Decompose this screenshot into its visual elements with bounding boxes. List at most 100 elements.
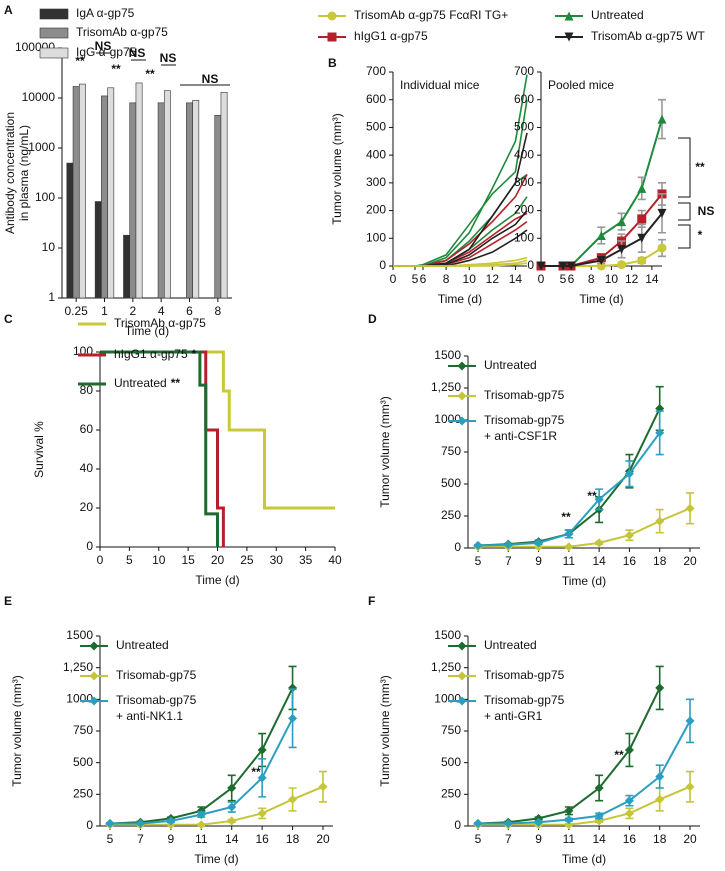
annotation: NS [202, 72, 219, 86]
y-tick-label: 500 [441, 755, 461, 769]
y-tick-label: 100 [366, 230, 386, 244]
y-axis-label: Tumor volume (mm³) [330, 113, 344, 225]
marker [166, 816, 176, 826]
panel-label: D [368, 312, 377, 326]
x-tick-label: 6 [186, 304, 193, 318]
marker [657, 114, 667, 124]
legend-label: Trisomab-gp75 [484, 413, 565, 427]
x-tick-label: 8 [588, 272, 595, 286]
bar [129, 102, 137, 299]
marker [105, 818, 115, 828]
marker [624, 796, 634, 806]
y-tick-label: 80 [80, 383, 94, 397]
marker [564, 806, 574, 816]
series-line [393, 262, 528, 267]
marker [624, 745, 634, 755]
marker [564, 529, 574, 539]
annotation: ** [614, 748, 624, 762]
marker [196, 820, 206, 830]
marker [288, 794, 298, 804]
series-line [393, 132, 528, 267]
annotation: ** [111, 62, 121, 76]
marker [685, 782, 695, 792]
x-tick-label: 7 [505, 554, 512, 568]
x-tick-label: 12 [625, 272, 639, 286]
marker [564, 815, 574, 825]
x-tick-label: 20 [211, 553, 225, 567]
x-tick-label: 40 [328, 553, 342, 567]
x-axis-label: Time (d) [195, 573, 239, 587]
y-tick-label: 1000 [434, 412, 461, 426]
y-axis-label: Tumor volume (mm³) [378, 396, 392, 508]
x-tick-label: 5 [475, 554, 482, 568]
bar [157, 102, 165, 299]
marker [617, 217, 627, 227]
x-tick-label: 10 [605, 272, 619, 286]
x-tick-label: 16 [623, 832, 637, 846]
y-axis-label: Antibody concentration [3, 112, 17, 234]
marker [624, 469, 634, 479]
marker [327, 32, 337, 42]
x-tick-label: 6 [568, 272, 575, 286]
marker [624, 530, 634, 540]
x-axis-label: Time (d) [562, 574, 606, 588]
marker [257, 773, 267, 783]
annotation: NS [160, 51, 177, 65]
annotation: ** [75, 54, 85, 68]
x-tick-label: 20 [683, 832, 697, 846]
marker [457, 416, 467, 426]
y-tick-label: 200 [514, 203, 534, 217]
x-tick-label: 7 [137, 832, 144, 846]
marker [594, 494, 604, 504]
x-tick-label: 5 [412, 272, 419, 286]
panel-label: A [4, 3, 13, 17]
y-axis-label: Tumor volume (mm³) [10, 675, 24, 787]
x-tick-label: 9 [168, 832, 175, 846]
legend-label: Untreated [116, 638, 169, 652]
marker [637, 255, 647, 265]
marker [318, 782, 328, 792]
legend-label: TrisomAb α-gp75 [114, 316, 206, 330]
annotation: ** [251, 765, 261, 779]
legend-label: Trisomab-gp75 [484, 693, 565, 707]
y-tick-label: 200 [366, 203, 386, 217]
x-tick-label: 14 [225, 832, 239, 846]
legend-label: + anti-NK1.1 [116, 709, 183, 723]
x-tick-label: 0 [97, 553, 104, 567]
x-tick-label: 30 [270, 553, 284, 567]
marker [227, 816, 237, 826]
bar [94, 201, 102, 299]
bar [66, 162, 74, 299]
y-tick-label: 1500 [434, 628, 461, 642]
x-tick-label: 0 [390, 272, 397, 286]
x-axis-label: Time (d) [562, 852, 606, 866]
x-tick-label: 8 [443, 272, 450, 286]
y-tick-label: 20 [80, 500, 94, 514]
annotation: ** [561, 510, 571, 524]
panel-label: C [4, 312, 13, 326]
marker [637, 214, 647, 224]
legend-label: Untreated [591, 8, 644, 22]
marker [534, 817, 544, 827]
marker [655, 516, 665, 526]
x-tick-label: 20 [683, 554, 697, 568]
legend-label: + anti-GR1 [484, 709, 543, 723]
marker [655, 428, 665, 438]
marker [558, 261, 568, 271]
subtitle: Individual mice [400, 78, 480, 92]
marker [196, 810, 206, 820]
x-tick-label: 0.25 [64, 304, 88, 318]
y-tick-label: 700 [366, 64, 386, 78]
marker [457, 641, 467, 651]
annotation: ** [145, 67, 155, 81]
x-tick-label: 20 [316, 832, 330, 846]
x-tick-label: 5 [475, 832, 482, 846]
marker [564, 32, 574, 42]
marker [473, 818, 483, 828]
marker [617, 244, 627, 254]
legend-label: Trisomab-gp75 [116, 693, 197, 707]
y-tick-label: 1000 [28, 140, 55, 154]
x-axis-label: Time (d) [438, 292, 482, 306]
subtitle: Pooled mice [548, 78, 614, 92]
x-tick-label: 15 [181, 553, 195, 567]
